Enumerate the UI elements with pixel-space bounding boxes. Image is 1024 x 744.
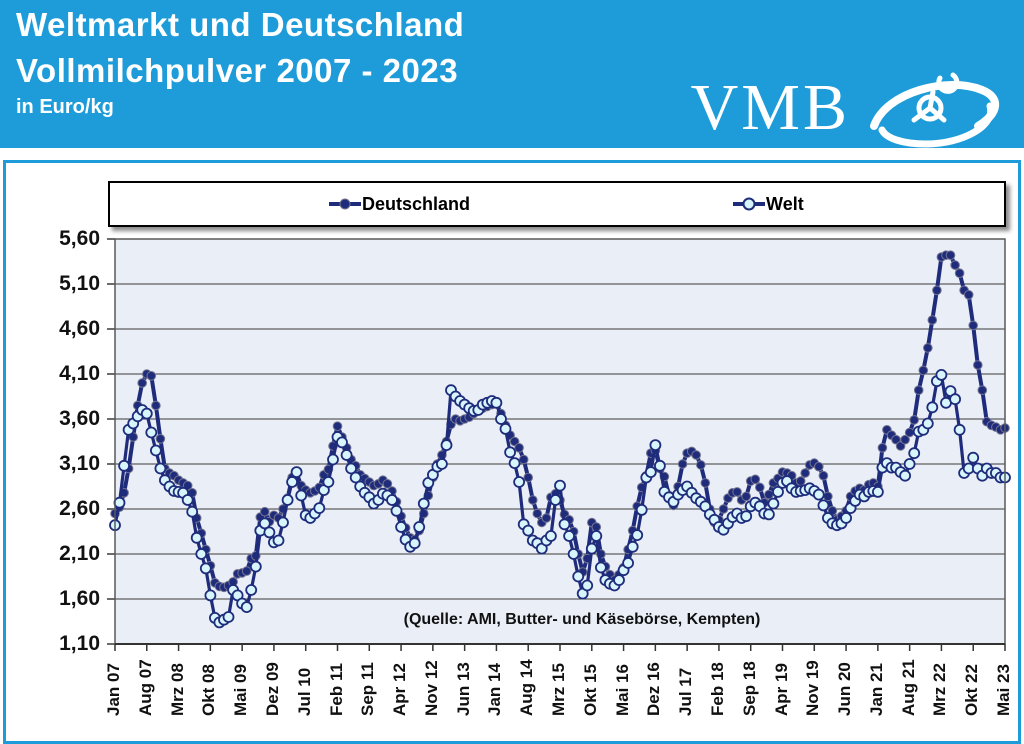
y-tick-label: 4,60 [59, 317, 100, 340]
deutschland-marker-icon [329, 198, 361, 210]
x-tick-label: Mrz 08 [167, 663, 187, 716]
x-tick-label: Feb 11 [326, 663, 346, 716]
plot-area [107, 238, 1011, 651]
header-banner: Weltmarkt und Deutschland Vollmilchpulve… [0, 0, 1024, 148]
x-tick-label: Mai 16 [612, 664, 632, 716]
x-tick-label: Okt 08 [199, 664, 219, 716]
x-tick-label: Jan 21 [866, 663, 886, 716]
x-tick-label: Nov 12 [421, 660, 441, 716]
x-tick-label: Jan 07 [104, 663, 123, 716]
x-tick-label: Aug 21 [898, 659, 918, 716]
unit-subtitle: in Euro/kg [16, 96, 114, 118]
x-tick-label: Okt 22 [962, 664, 982, 716]
x-tick-label: Jun 13 [453, 662, 473, 716]
y-tick-label: 5,60 [59, 227, 100, 250]
y-tick-label: 3,10 [59, 452, 100, 475]
welt-marker-icon [733, 197, 766, 211]
x-tick-label: Nov 19 [803, 660, 823, 716]
legend-label-deutschland: Deutschland [362, 193, 471, 214]
source-note: (Quelle: AMI, Butter- und Käsebörse, Kem… [403, 611, 761, 628]
y-tick-label: 4,10 [59, 362, 100, 385]
legend-item-welt[interactable]: Welt [732, 194, 804, 215]
x-tick-label: Jan 14 [485, 663, 505, 716]
y-tick-label: 2,60 [59, 497, 100, 520]
x-tick-label: Jul 17 [676, 667, 696, 716]
x-tick-label: Aug 07 [135, 659, 155, 716]
vmb-logo-text: VMB [690, 71, 850, 144]
x-tick-label: Apr 19 [771, 663, 791, 716]
x-tick-label: Jul 10 [294, 667, 314, 716]
vmb-logo: VMB [691, 62, 1006, 154]
y-tick-label: 3,60 [59, 407, 100, 430]
y-tick-label: 1,60 [59, 587, 100, 610]
x-tick-label: Okt 15 [580, 664, 600, 716]
x-tick-label: Dez 09 [262, 662, 282, 716]
y-tick-label: 1,10 [59, 632, 100, 655]
x-tick-label: Feb 18 [707, 662, 727, 716]
chart-legend: Deutschland Welt [108, 181, 1006, 227]
x-tick-label: Jun 20 [835, 662, 855, 716]
y-tick-label: 2,10 [59, 542, 100, 565]
x-tick-label: Apr 12 [390, 663, 410, 716]
x-tick-label: Mrz 15 [549, 663, 568, 716]
vmb-logo-swirl-icon [870, 72, 999, 148]
legend-label-welt: Welt [766, 193, 804, 214]
page-title-line2: Vollmilchpulver 2007 - 2023 [16, 52, 459, 89]
x-tick-label: Sep 18 [739, 661, 759, 716]
x-tick-label: Aug 14 [517, 659, 537, 716]
legend-item-deutschland[interactable]: Deutschland [328, 194, 470, 215]
title-block: Weltmarkt und Deutschland Vollmilchpulve… [16, 2, 464, 119]
page-title-line1: Weltmarkt und Deutschland [16, 6, 465, 43]
x-tick-label: Mai 09 [231, 664, 251, 716]
y-tick-label: 5,10 [59, 272, 100, 295]
chart-container: Deutschland Welt 5,60 5,10 4,60 4,10 3,60 3,1… [3, 160, 1021, 744]
x-tick-label: Dez 16 [644, 662, 664, 716]
x-tick-label: Mrz 22 [930, 663, 950, 716]
x-tick-label: Sep 11 [358, 662, 378, 716]
x-tick-label: Mai 23 [994, 664, 1013, 716]
